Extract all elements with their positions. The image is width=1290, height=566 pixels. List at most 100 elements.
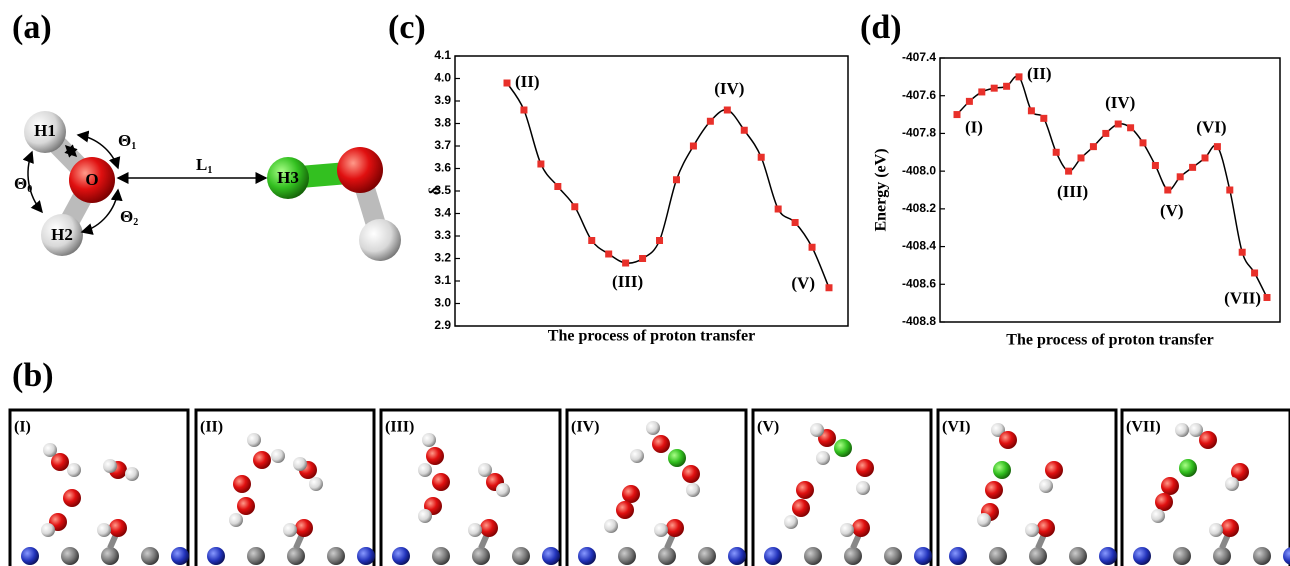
substrate-atom [171,547,189,565]
substrate-atom [1099,547,1117,565]
annotation: (II) [1027,64,1052,83]
point [740,126,748,134]
point [571,203,579,211]
panel-label: (a) [12,9,52,46]
annotation: (IV) [1105,93,1135,112]
atom [51,453,69,471]
atom [840,523,854,537]
atom [97,523,111,537]
annotation: (V) [1160,201,1184,220]
snapshot-frame [194,408,376,566]
point [656,237,664,244]
snapshot-label: (IV) [571,419,599,436]
plot-frame [454,55,849,327]
atom [418,509,432,523]
point [953,111,961,119]
substrate-atom [1029,547,1047,565]
point [639,255,647,262]
point [1065,167,1073,175]
symbol: L [196,155,207,174]
atom [654,523,668,537]
atom [622,485,640,503]
atom [816,451,830,465]
substrate-atom [21,547,39,565]
y-tick-label: -407.4 [902,50,936,64]
atom [41,523,55,537]
x-axis-label: The process of proton transfer [1006,332,1213,349]
y-tick-label: 3.8 [434,116,451,130]
subscript-label: Θ1 [118,131,136,152]
y-tick-label: 3.5 [434,183,451,197]
point [1003,82,1011,90]
atom [109,519,127,537]
substrate-atom [512,547,530,565]
point [1114,120,1122,128]
point [1089,143,1097,151]
y-tick-label: 3.9 [434,93,451,107]
annotation: (III) [612,272,643,291]
snapshot-label: (II) [200,419,223,436]
point [503,79,511,87]
annotation: (IV) [714,79,744,98]
atom [63,489,81,507]
y-tick-label: -408.6 [902,276,936,290]
point [1176,173,1184,181]
atom [792,499,810,517]
atom [985,481,1003,499]
point [978,88,986,96]
substrate-atom [61,547,79,565]
substrate-atom [844,547,862,565]
y-tick-label: 2.9 [434,318,451,332]
y-tick-label: 4.1 [434,48,451,62]
atom [1151,509,1165,523]
atom [247,433,261,447]
subscript: 1 [207,165,212,176]
substrate-atom [357,547,375,565]
subscript: 2 [133,217,138,228]
snapshot-frame [751,408,933,566]
substrate-atom [914,547,932,565]
atom [652,435,670,453]
point [1251,269,1259,277]
atom [125,467,139,481]
y-tick-label: 3.2 [434,251,451,265]
point [1102,129,1110,137]
substrate-atom [804,547,822,565]
atom [646,421,660,435]
point [520,106,528,114]
atom [856,481,870,495]
point [1151,161,1159,169]
atom [67,463,81,477]
point [554,183,562,190]
subscript-label: Θ2 [120,207,138,228]
substrate-atom [432,547,450,565]
atom [480,519,498,537]
substrate-atom [658,547,676,565]
substrate-atom [1133,547,1151,565]
snapshot-frame [8,408,190,566]
point [1226,186,1234,194]
point [1189,163,1197,171]
substrate-atom [247,547,265,565]
substrate-atom [698,547,716,565]
snapshot-frame [1120,408,1290,566]
panel-label: (d) [860,9,902,46]
symbol: Θ [14,174,27,193]
substrate-atom [542,547,560,565]
point [1052,148,1060,156]
atom [999,431,1017,449]
y-tick-label: 3.0 [434,296,451,310]
substrate-atom [578,547,596,565]
atom [686,483,700,497]
atom [422,433,436,447]
point [965,97,973,105]
atom-label: H3 [277,168,299,187]
y-tick-label: 4.0 [434,71,451,85]
subscript: 0 [27,184,32,195]
subscript: 1 [131,141,136,152]
x-axis-label: The process of proton transfer [548,328,755,345]
substrate-atom [764,547,782,565]
point [537,160,545,168]
atom [852,519,870,537]
